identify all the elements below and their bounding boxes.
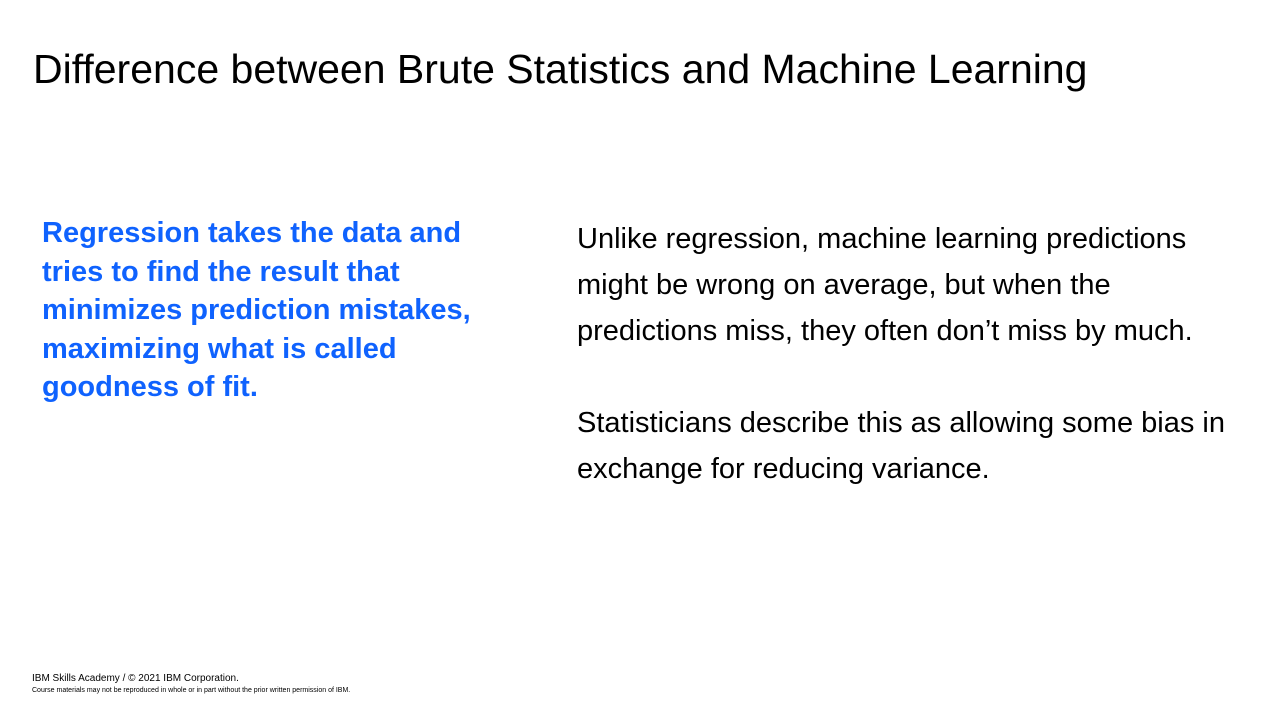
slide-title: Difference between Brute Statistics and … [33, 46, 1088, 92]
body-paragraph-2: Statisticians describe this as allowing … [577, 407, 1225, 485]
body-text-column: Unlike regression, machine learning pred… [577, 216, 1227, 492]
footer-notice: Course materials may not be reproduced i… [32, 687, 351, 694]
footer: IBM Skills Academy / © 2021 IBM Corporat… [32, 672, 832, 696]
highlight-text: Regression takes the data and tries to f… [42, 217, 471, 403]
body-paragraph-1: Unlike regression, machine learning pred… [577, 223, 1193, 347]
footer-copyright: IBM Skills Academy / © 2021 IBM Corporat… [32, 673, 239, 684]
